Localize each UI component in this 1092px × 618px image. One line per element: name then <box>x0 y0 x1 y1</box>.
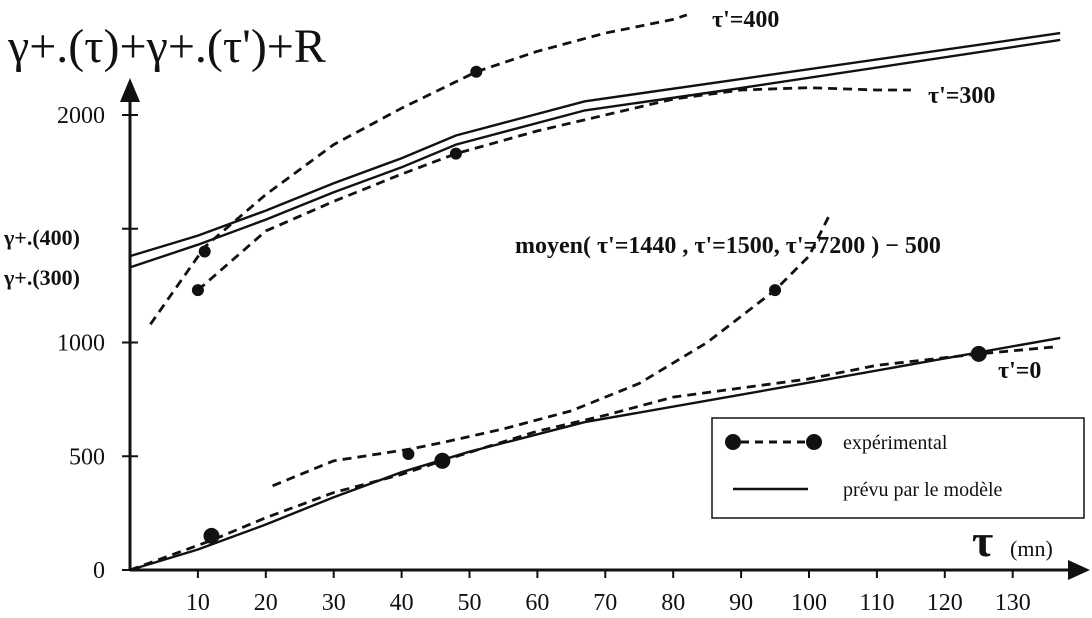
series-line-experimental <box>129 345 1054 572</box>
x-tick-label: 30 <box>322 590 346 616</box>
markers <box>191 65 987 544</box>
series-line-experimental <box>272 214 831 488</box>
x-tick-label: 60 <box>525 590 549 616</box>
legend-marker-left <box>725 434 741 450</box>
annotation-moyen: moyen( τ'=1440 , τ'=1500, τ'=7200 ) − 50… <box>515 233 941 259</box>
y-axis-label: γ+.(τ)+γ+.(τ')+R <box>7 20 326 73</box>
y-tick-label: 500 <box>69 444 105 470</box>
x-tick-label: 130 <box>995 590 1031 616</box>
data-point <box>402 447 415 460</box>
y-extra-label-400: γ+.(400) <box>3 225 80 250</box>
data-point <box>769 284 782 297</box>
x-tick-label: 100 <box>791 590 827 616</box>
x-tick-label: 20 <box>254 590 278 616</box>
x-tick-label: 90 <box>729 590 753 616</box>
series-line-experimental <box>149 13 688 326</box>
x-tick-label: 80 <box>661 590 685 616</box>
legend-label-model: prévu par le modèle <box>843 479 1002 501</box>
x-axis-arrow <box>1068 560 1090 580</box>
annotation-tau400: τ'=400 <box>712 7 779 33</box>
legend-box <box>711 417 1085 519</box>
y-tick-label: 2000 <box>57 103 105 129</box>
data-point <box>434 452 451 469</box>
data-point <box>198 245 211 258</box>
y-tick-label: 0 <box>93 558 105 584</box>
annotation-tau300: τ'=300 <box>928 83 995 109</box>
series-line-model <box>129 336 1061 572</box>
y-tick-label: 1000 <box>57 331 105 357</box>
data-point <box>449 147 462 160</box>
data-point <box>970 345 987 362</box>
series-line-model <box>129 38 1061 269</box>
legend-label-experimental: expérimental <box>843 432 948 454</box>
curves <box>129 13 1061 572</box>
data-point <box>191 284 204 297</box>
y-axis-arrow <box>120 78 140 102</box>
x-tick-label: 70 <box>593 590 617 616</box>
x-ticks: 10 20 30 40 50 60 70 80 90 100 110 120 130 <box>186 570 1031 616</box>
y-extra-label-300: γ+.(300) <box>3 265 80 290</box>
x-axis-label: τ <box>972 515 993 566</box>
x-tick-label: 40 <box>390 590 414 616</box>
series-line-model <box>129 31 1061 258</box>
series-line-experimental <box>196 86 911 292</box>
x-tick-label: 110 <box>859 590 894 616</box>
data-point <box>470 65 483 78</box>
x-tick-label: 120 <box>927 590 963 616</box>
legend-marker-right <box>806 434 822 450</box>
data-point <box>203 527 220 544</box>
legend: expérimental prévu par le modèle <box>711 417 1085 519</box>
y-ticks: 0 500 1000 2000 <box>57 103 138 584</box>
x-tick-label: 50 <box>458 590 482 616</box>
axes <box>120 78 1090 580</box>
x-axis-unit: (mn) <box>1010 536 1053 561</box>
annotation-tau0: τ'=0 <box>998 358 1041 384</box>
x-tick-label: 10 <box>186 590 210 616</box>
